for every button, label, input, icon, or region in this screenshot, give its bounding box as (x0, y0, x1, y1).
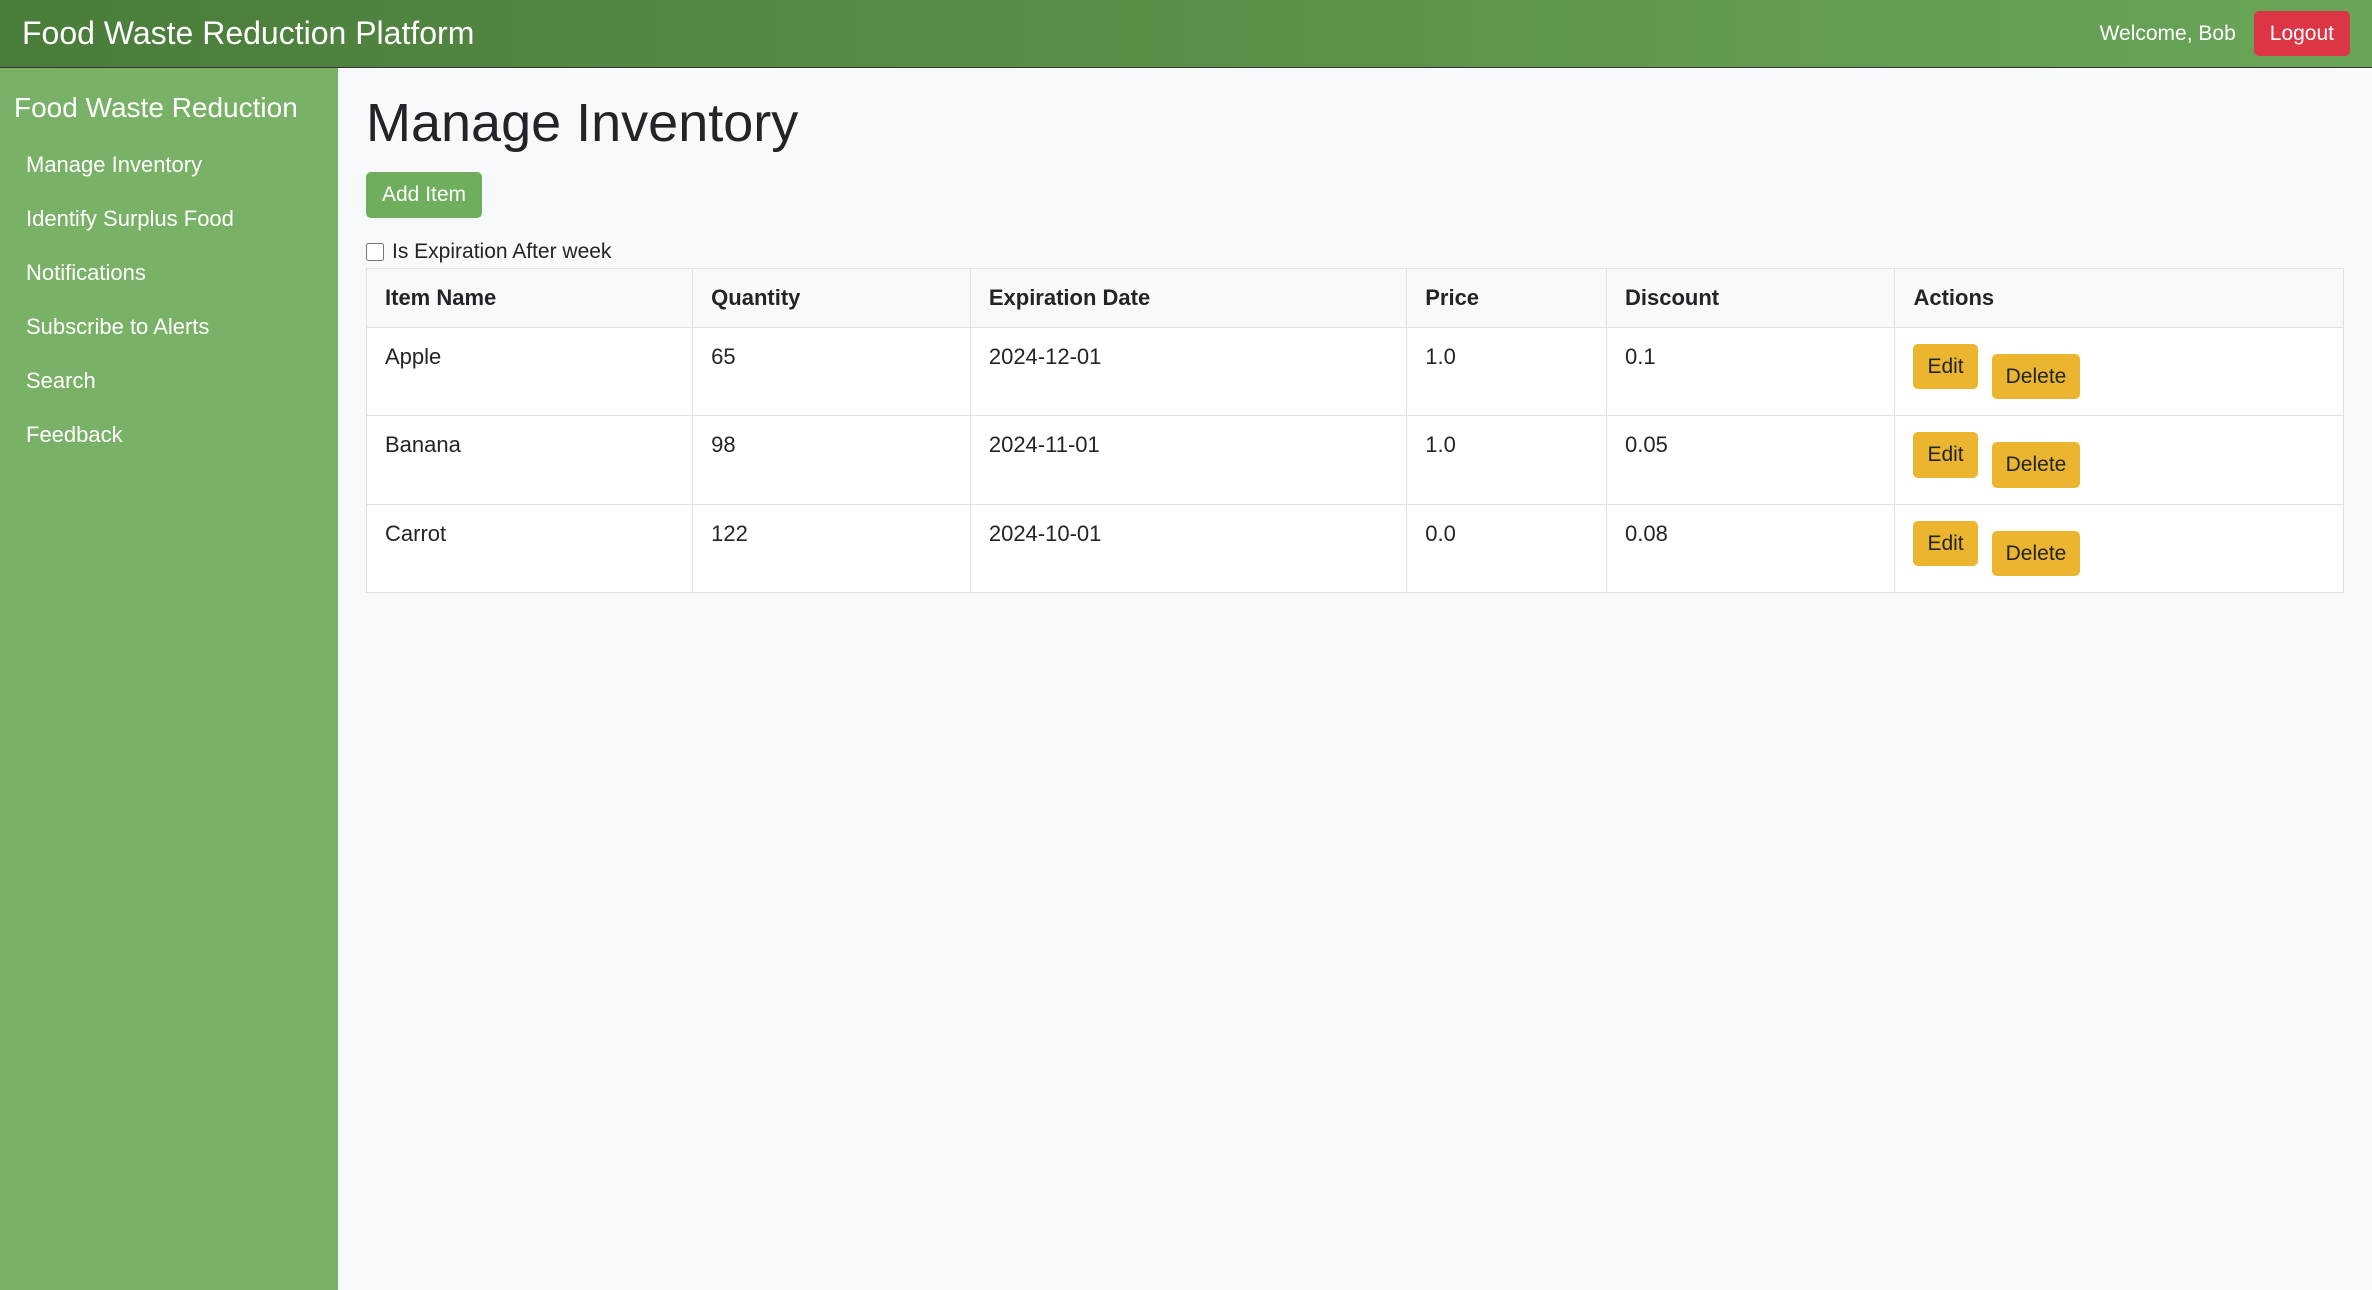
cell-price: 1.0 (1407, 327, 1607, 415)
edit-button[interactable]: Edit (1913, 521, 1977, 566)
cell-expiration: 2024-11-01 (970, 416, 1406, 504)
actions-wrap: Edit Delete (1913, 432, 2325, 487)
table-body: Apple 65 2024-12-01 1.0 0.1 Edit Delete … (367, 327, 2344, 592)
sidebar-item-manage-inventory[interactable]: Manage Inventory (12, 138, 326, 192)
sidebar-item-subscribe-alerts[interactable]: Subscribe to Alerts (12, 300, 326, 354)
col-quantity: Quantity (693, 268, 971, 327)
expiration-filter-label: Is Expiration After week (392, 240, 611, 264)
cell-actions: Edit Delete (1895, 504, 2344, 592)
cell-discount: 0.05 (1607, 416, 1895, 504)
cell-quantity: 65 (693, 327, 971, 415)
welcome-text: Welcome, Bob (2100, 22, 2236, 46)
sidebar-item-notifications[interactable]: Notifications (12, 246, 326, 300)
cell-discount: 0.1 (1607, 327, 1895, 415)
cell-price: 0.0 (1407, 504, 1607, 592)
sidebar: Food Waste Reduction Manage Inventory Id… (0, 68, 338, 1290)
table-row: Apple 65 2024-12-01 1.0 0.1 Edit Delete (367, 327, 2344, 415)
brand-title: Food Waste Reduction Platform (22, 15, 474, 52)
col-discount: Discount (1607, 268, 1895, 327)
layout: Food Waste Reduction Manage Inventory Id… (0, 68, 2372, 1290)
cell-price: 1.0 (1407, 416, 1607, 504)
cell-discount: 0.08 (1607, 504, 1895, 592)
logout-button[interactable]: Logout (2254, 11, 2350, 56)
inventory-table: Item Name Quantity Expiration Date Price… (366, 268, 2344, 593)
sidebar-item-search[interactable]: Search (12, 354, 326, 408)
delete-button[interactable]: Delete (1992, 442, 2081, 487)
col-item-name: Item Name (367, 268, 693, 327)
actions-wrap: Edit Delete (1913, 344, 2325, 399)
table-row: Carrot 122 2024-10-01 0.0 0.08 Edit Dele… (367, 504, 2344, 592)
add-item-row: Add Item (366, 172, 2344, 217)
sidebar-title: Food Waste Reduction (12, 86, 326, 138)
page-title: Manage Inventory (366, 92, 2344, 154)
cell-expiration: 2024-12-01 (970, 327, 1406, 415)
main-content: Manage Inventory Add Item Is Expiration … (338, 68, 2372, 1290)
sidebar-item-identify-surplus[interactable]: Identify Surplus Food (12, 192, 326, 246)
cell-quantity: 98 (693, 416, 971, 504)
topbar: Food Waste Reduction Platform Welcome, B… (0, 0, 2372, 68)
table-row: Banana 98 2024-11-01 1.0 0.05 Edit Delet… (367, 416, 2344, 504)
add-item-button[interactable]: Add Item (366, 172, 482, 217)
col-price: Price (1407, 268, 1607, 327)
cell-actions: Edit Delete (1895, 327, 2344, 415)
col-actions: Actions (1895, 268, 2344, 327)
sidebar-item-feedback[interactable]: Feedback (12, 408, 326, 462)
cell-actions: Edit Delete (1895, 416, 2344, 504)
actions-wrap: Edit Delete (1913, 521, 2325, 576)
edit-button[interactable]: Edit (1913, 432, 1977, 477)
cell-expiration: 2024-10-01 (970, 504, 1406, 592)
topbar-right: Welcome, Bob Logout (2100, 11, 2350, 56)
table-header-row: Item Name Quantity Expiration Date Price… (367, 268, 2344, 327)
delete-button[interactable]: Delete (1992, 354, 2081, 399)
cell-item-name: Carrot (367, 504, 693, 592)
delete-button[interactable]: Delete (1992, 531, 2081, 576)
filter-row: Is Expiration After week (366, 240, 2344, 264)
expiration-filter-checkbox[interactable] (366, 243, 384, 261)
cell-quantity: 122 (693, 504, 971, 592)
cell-item-name: Banana (367, 416, 693, 504)
col-expiration: Expiration Date (970, 268, 1406, 327)
edit-button[interactable]: Edit (1913, 344, 1977, 389)
cell-item-name: Apple (367, 327, 693, 415)
